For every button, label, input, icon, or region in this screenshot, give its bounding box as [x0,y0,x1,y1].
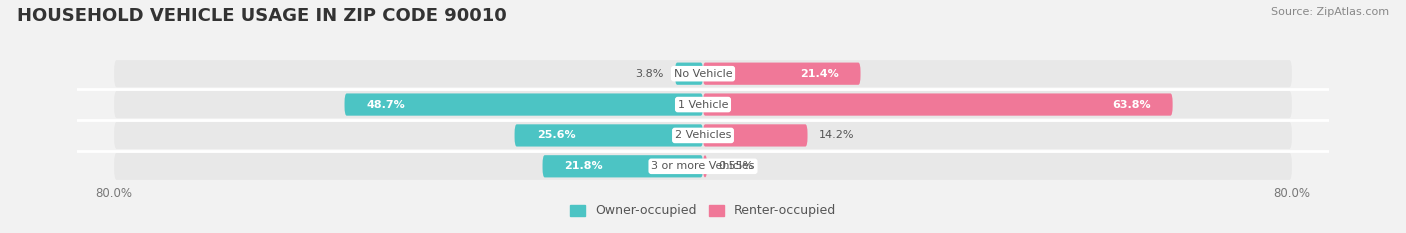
FancyBboxPatch shape [703,155,707,177]
Text: 2 Vehicles: 2 Vehicles [675,130,731,140]
Text: 63.8%: 63.8% [1112,99,1150,110]
FancyBboxPatch shape [114,60,1292,87]
FancyBboxPatch shape [114,91,1292,118]
FancyBboxPatch shape [543,155,703,177]
FancyBboxPatch shape [114,153,1292,180]
FancyBboxPatch shape [703,93,1173,116]
Text: 25.6%: 25.6% [537,130,575,140]
Text: 3 or more Vehicles: 3 or more Vehicles [651,161,755,171]
FancyBboxPatch shape [703,63,860,85]
FancyBboxPatch shape [703,124,807,147]
Text: 1 Vehicle: 1 Vehicle [678,99,728,110]
FancyBboxPatch shape [114,122,1292,149]
Text: 48.7%: 48.7% [367,99,405,110]
Text: 21.4%: 21.4% [800,69,838,79]
FancyBboxPatch shape [344,93,703,116]
Legend: Owner-occupied, Renter-occupied: Owner-occupied, Renter-occupied [565,199,841,223]
Text: 21.8%: 21.8% [565,161,603,171]
Text: No Vehicle: No Vehicle [673,69,733,79]
Text: 0.55%: 0.55% [718,161,754,171]
FancyBboxPatch shape [515,124,703,147]
Text: 14.2%: 14.2% [818,130,853,140]
FancyBboxPatch shape [675,63,703,85]
Text: HOUSEHOLD VEHICLE USAGE IN ZIP CODE 90010: HOUSEHOLD VEHICLE USAGE IN ZIP CODE 9001… [17,7,506,25]
Text: 3.8%: 3.8% [636,69,664,79]
Text: Source: ZipAtlas.com: Source: ZipAtlas.com [1271,7,1389,17]
